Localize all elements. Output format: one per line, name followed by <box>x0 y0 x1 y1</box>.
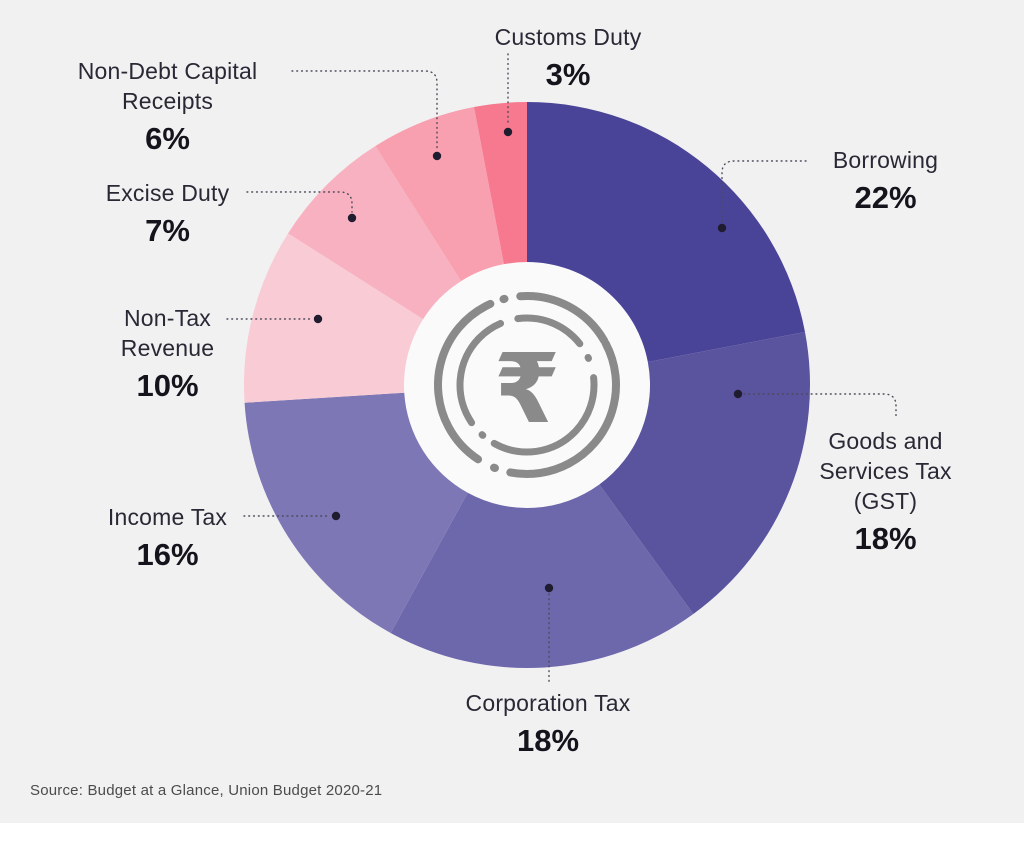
callout-customs-duty: Customs Duty 3% <box>443 22 693 93</box>
slice-income <box>244 392 468 633</box>
callout-non-tax-value: 10% <box>136 368 199 403</box>
leader-lines <box>226 53 897 684</box>
excise-leader-dot <box>347 213 357 223</box>
slice-excise <box>288 146 462 320</box>
bottom-white-strip <box>0 823 1024 841</box>
donut-slices <box>244 102 811 668</box>
borrowing-leader-dot <box>717 223 727 233</box>
gst-leader-dot <box>733 389 743 399</box>
slice-corporation <box>390 484 694 668</box>
customs-leader-dot <box>503 127 513 137</box>
slice-nontax <box>244 233 424 403</box>
callout-gst: Goods and Services Tax (GST) 18% <box>788 426 983 557</box>
gst-leader-line <box>743 393 897 417</box>
coin-inner-ring <box>456 314 598 456</box>
callout-corporation-tax-label: Corporation Tax <box>465 690 631 716</box>
corporation-leader-dot <box>544 583 554 593</box>
slice-gst <box>599 331 811 614</box>
callout-non-debt-label: Non-Debt Capital Receipts <box>77 58 258 114</box>
coin-outer-ring <box>434 292 620 478</box>
callout-corporation-tax-value: 18% <box>516 723 580 758</box>
slice-customs <box>473 102 527 265</box>
callout-income-tax: Income Tax 16% <box>40 502 295 573</box>
callout-customs-duty-value: 3% <box>545 57 591 92</box>
slice-nondebt <box>375 107 504 282</box>
callout-non-tax-revenue: Non-Tax Revenue 10% <box>40 303 295 404</box>
callout-excise-duty: Excise Duty 7% <box>40 178 295 249</box>
callout-excise-duty-label: Excise Duty <box>105 180 230 206</box>
callout-customs-duty-label: Customs Duty <box>494 24 642 50</box>
nondebt-leader-dot <box>432 151 442 161</box>
callout-gst-value: 18% <box>854 521 917 556</box>
callout-excise-duty-value: 7% <box>145 213 190 248</box>
callout-borrowing-value: 22% <box>854 180 917 215</box>
rupee-symbol: ₹ <box>494 333 561 445</box>
callout-non-debt-capital-receipts: Non-Debt Capital Receipts 6% <box>40 56 295 157</box>
callout-borrowing-label: Borrowing <box>832 147 939 173</box>
callout-corporation-tax: Corporation Tax 18% <box>428 688 668 759</box>
callout-income-tax-label: Income Tax <box>107 504 228 530</box>
source-note: Source: Budget at a Glance, Union Budget… <box>30 782 383 799</box>
callout-non-tax-label: Non-Tax Revenue <box>120 305 215 361</box>
callout-borrowing: Borrowing 22% <box>788 145 983 216</box>
callout-non-debt-value: 6% <box>145 121 190 156</box>
callout-gst-label: Goods and Services Tax (GST) <box>819 428 952 514</box>
callout-income-tax-value: 16% <box>136 537 199 572</box>
nontax-leader-dot <box>313 314 323 324</box>
rupee-coin-icon: ₹ <box>434 292 620 478</box>
slice-borrowing <box>527 102 805 362</box>
borrowing-leader-line <box>721 160 807 223</box>
income-leader-dot <box>331 511 341 521</box>
